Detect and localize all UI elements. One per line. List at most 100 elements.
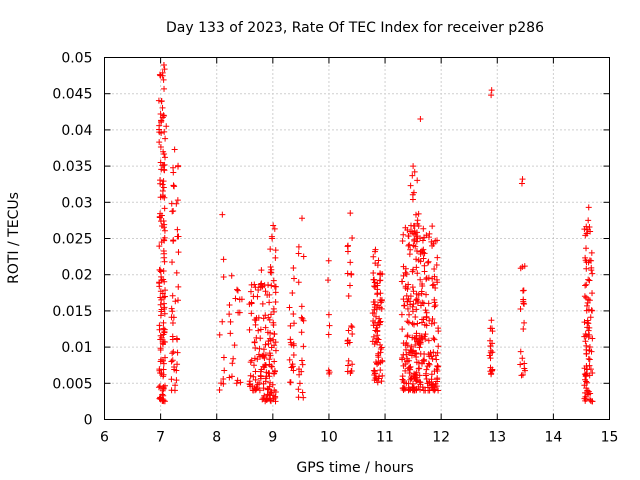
- data-point: [517, 265, 524, 272]
- data-point: [286, 356, 293, 363]
- data-point: [582, 389, 589, 396]
- data-point: [412, 341, 419, 348]
- data-point: [157, 180, 164, 187]
- data-point: [344, 248, 351, 255]
- data-point: [420, 387, 427, 394]
- data-point: [345, 357, 352, 364]
- data-point: [589, 270, 596, 277]
- data-point: [582, 254, 589, 261]
- data-point: [586, 277, 593, 284]
- x-tick-label: 14: [544, 430, 562, 446]
- data-point: [221, 367, 228, 374]
- data-point: [433, 276, 440, 283]
- x-tick-label: 13: [488, 430, 506, 446]
- data-point: [231, 342, 238, 349]
- data-point: [161, 329, 168, 336]
- data-point: [376, 321, 383, 328]
- data-point: [583, 294, 590, 301]
- data-point: [233, 286, 240, 293]
- data-point: [263, 397, 270, 404]
- data-point: [228, 373, 235, 380]
- data-point: [412, 314, 419, 321]
- data-point: [430, 335, 437, 342]
- data-point: [326, 369, 333, 376]
- data-point: [270, 319, 277, 326]
- data-point: [259, 352, 266, 359]
- data-point: [237, 379, 244, 386]
- data-point: [582, 282, 589, 289]
- data-point: [159, 192, 166, 199]
- data-point: [271, 225, 278, 232]
- data-point: [434, 368, 441, 375]
- data-point: [584, 324, 591, 331]
- data-point: [489, 349, 496, 356]
- data-point: [269, 363, 276, 370]
- data-point: [174, 349, 181, 356]
- data-point: [246, 378, 253, 385]
- data-point: [220, 354, 227, 361]
- data-point: [169, 308, 176, 315]
- data-point: [413, 247, 420, 254]
- data-point: [415, 365, 422, 372]
- data-point: [262, 324, 269, 331]
- data-point: [425, 337, 432, 344]
- data-point: [413, 349, 420, 356]
- data-point: [418, 360, 425, 367]
- data-point: [377, 346, 384, 353]
- data-point: [249, 383, 256, 390]
- data-point: [404, 333, 411, 340]
- data-point: [399, 356, 406, 363]
- data-point: [585, 276, 592, 283]
- data-point: [272, 247, 279, 254]
- data-point: [583, 378, 590, 385]
- data-point: [299, 315, 306, 322]
- data-point: [421, 234, 428, 241]
- data-point: [518, 372, 525, 379]
- data-point: [583, 362, 590, 369]
- data-point: [419, 283, 426, 290]
- data-point: [162, 287, 169, 294]
- data-point: [252, 284, 259, 291]
- data-point: [586, 356, 593, 363]
- data-point: [521, 365, 528, 372]
- data-point: [157, 312, 164, 319]
- data-point: [287, 379, 294, 386]
- data-point: [486, 352, 493, 359]
- data-point: [228, 272, 235, 279]
- data-point: [250, 373, 257, 380]
- data-point: [376, 277, 383, 284]
- data-point: [410, 266, 417, 273]
- data-point: [581, 382, 588, 389]
- data-point: [296, 380, 303, 387]
- data-point: [269, 381, 276, 388]
- data-point: [411, 336, 418, 343]
- data-point: [267, 246, 274, 253]
- data-point: [161, 237, 168, 244]
- data-point: [248, 300, 255, 307]
- data-point: [161, 354, 168, 361]
- x-tick-label: 7: [156, 430, 165, 446]
- data-point: [409, 196, 416, 203]
- data-point: [375, 257, 382, 264]
- data-point: [371, 367, 378, 374]
- data-point: [272, 347, 279, 354]
- data-point: [325, 257, 332, 264]
- data-point: [378, 344, 385, 351]
- data-point: [588, 257, 595, 264]
- data-point: [584, 317, 591, 324]
- data-point: [581, 293, 588, 300]
- data-point: [581, 371, 588, 378]
- data-point: [286, 304, 293, 311]
- data-point: [430, 240, 437, 247]
- data-point: [325, 311, 332, 318]
- data-point: [407, 293, 414, 300]
- data-point: [298, 303, 305, 310]
- data-point: [423, 291, 430, 298]
- data-point: [349, 361, 356, 368]
- data-point: [406, 369, 413, 376]
- data-point: [583, 265, 590, 272]
- data-point: [256, 345, 263, 352]
- data-point: [374, 291, 381, 298]
- x-tick-label: 6: [100, 430, 109, 446]
- data-point: [420, 357, 427, 364]
